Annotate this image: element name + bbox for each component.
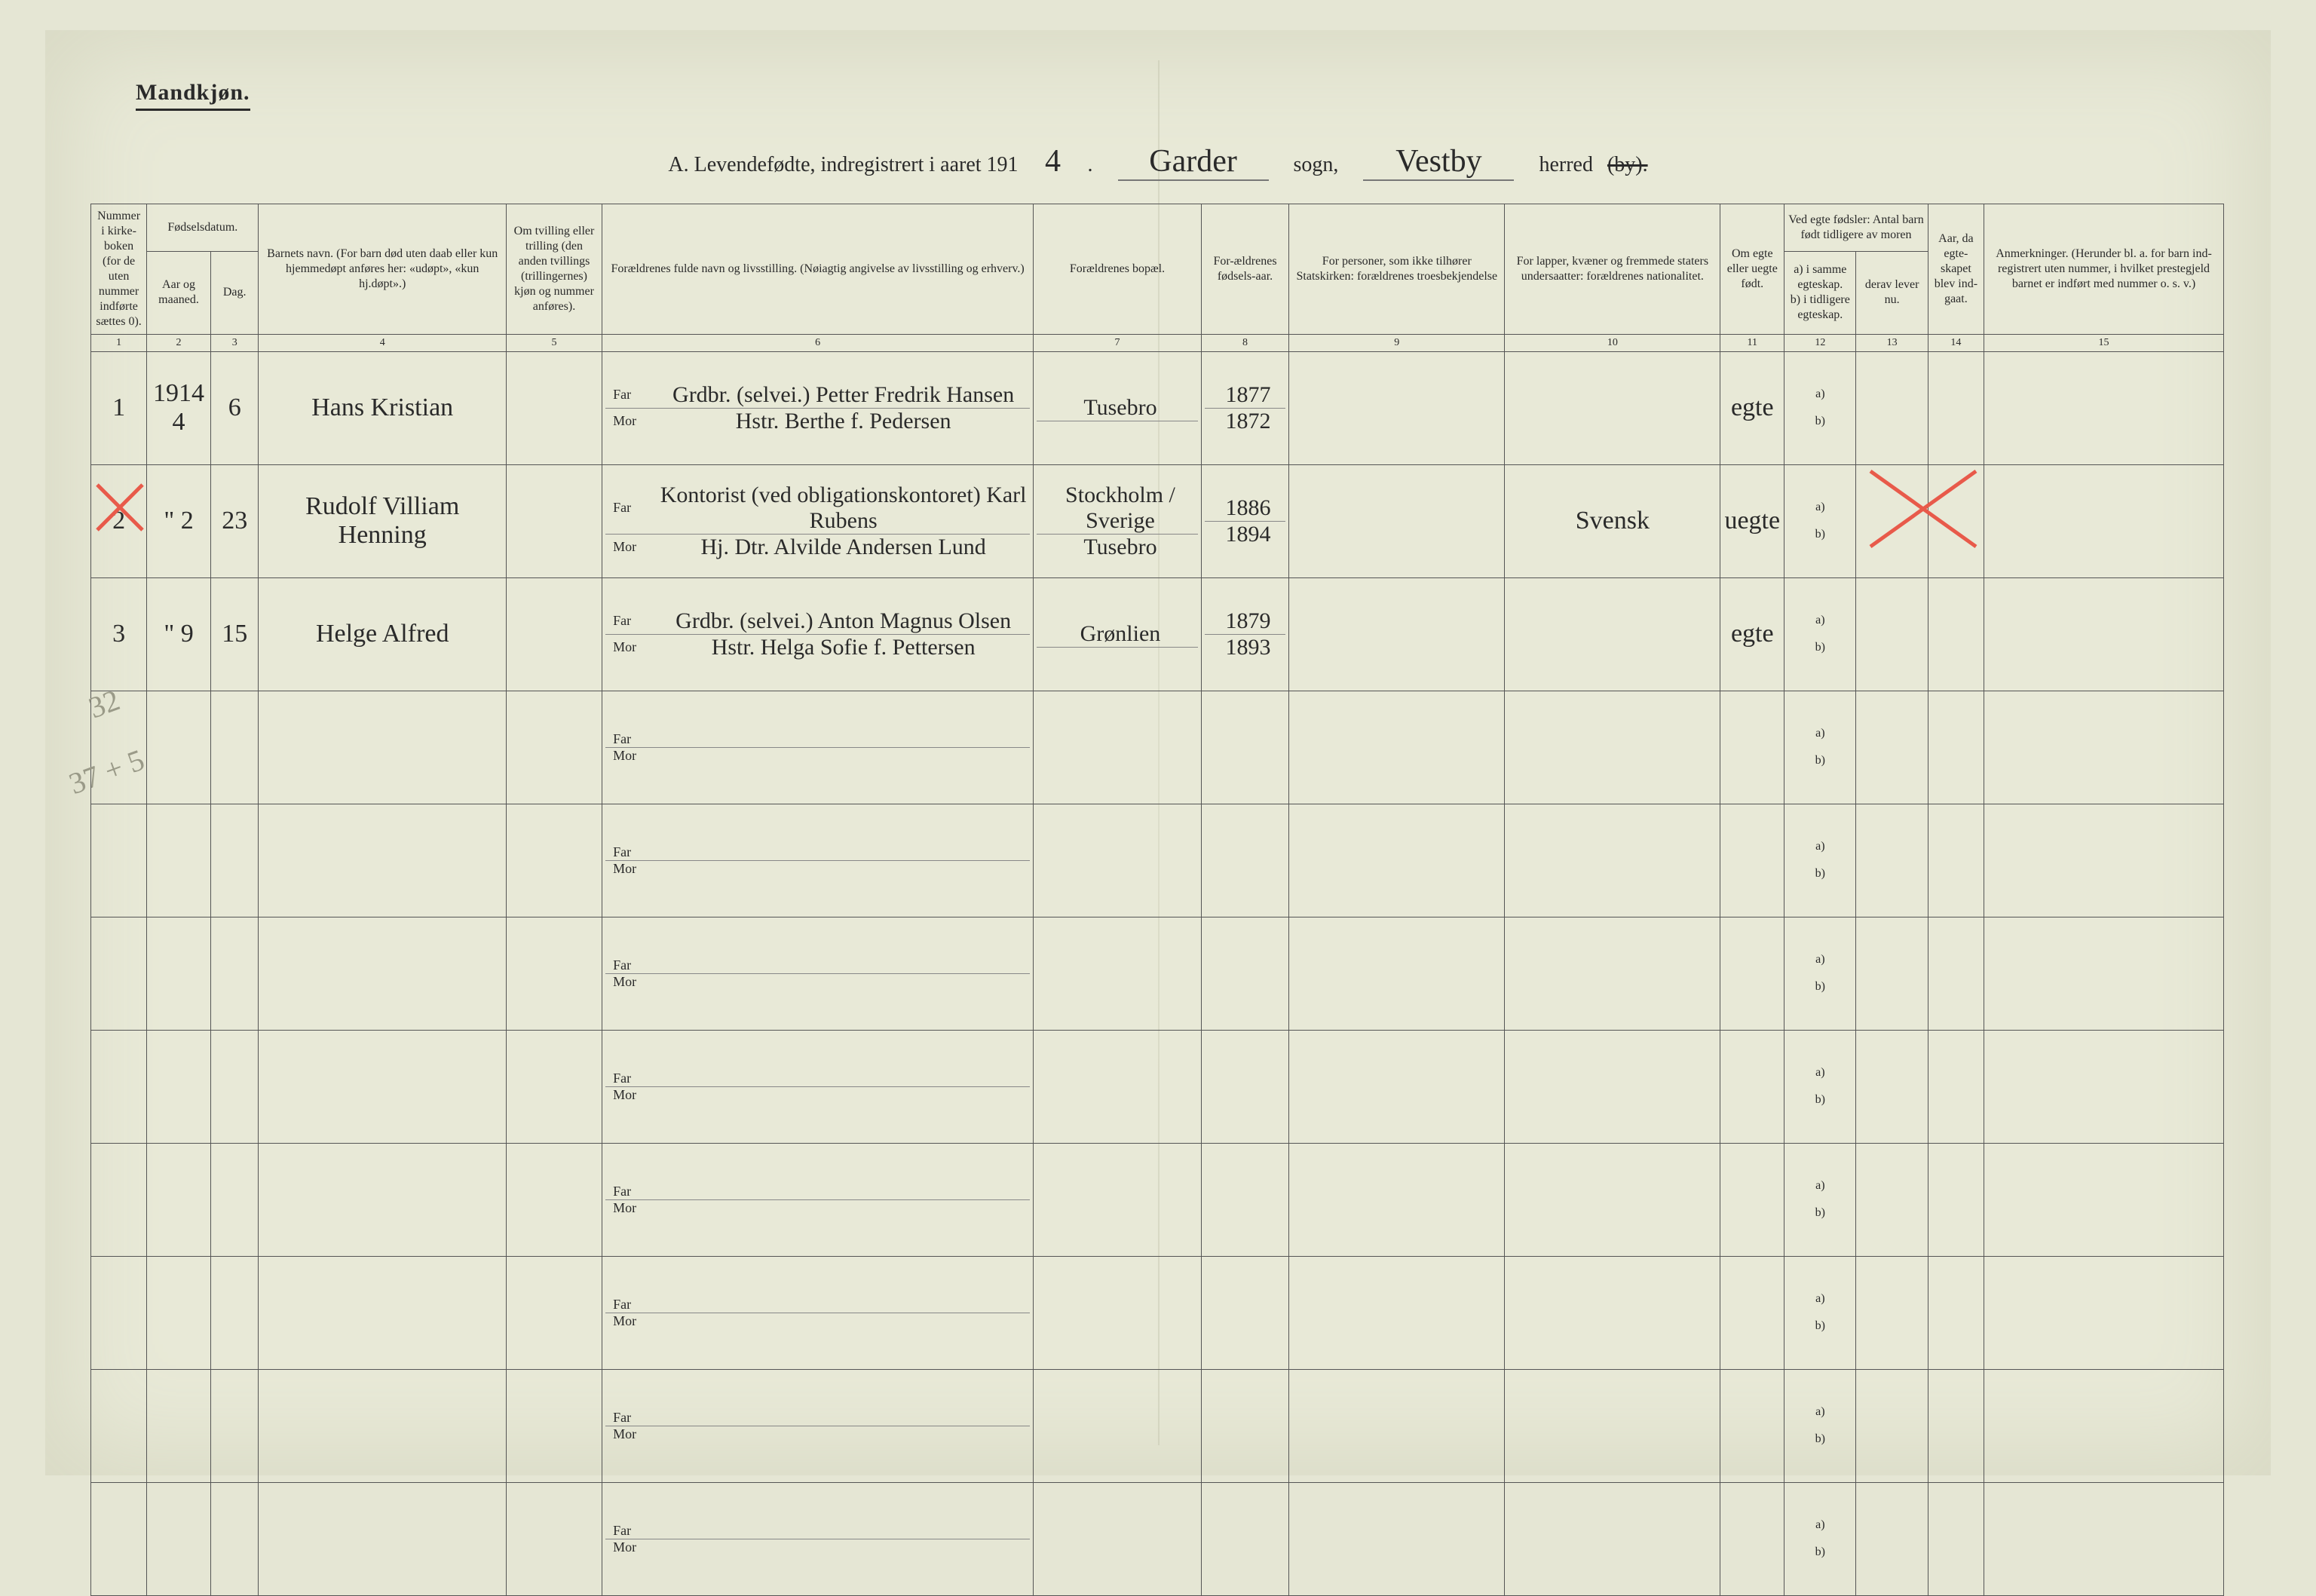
col-7-header: Forældrenes bopæl. <box>1034 204 1202 335</box>
ab-cell: a)b) <box>1784 691 1856 804</box>
parents-cell: FarGrdbr. (selvei.) Petter Fredrik Hanse… <box>602 351 1034 464</box>
table-row: FarMor a)b) <box>91 917 2224 1030</box>
column-number: 2 <box>147 335 211 352</box>
table-row: 11914 46Hans KristianFarGrdbr. (selvei.)… <box>91 351 2224 464</box>
parents-cell: FarMor <box>602 1143 1034 1256</box>
col-1-header: Nummer i kirke-boken (for de uten nummer… <box>91 204 147 335</box>
col-11-header: Om egte eller uegte født. <box>1720 204 1784 335</box>
col-datum-header: Fødselsdatum. <box>147 204 259 252</box>
column-number: 4 <box>259 335 506 352</box>
col-2-header: Aar og maaned. <box>147 251 211 334</box>
ab-cell: a)b) <box>1784 1143 1856 1256</box>
col-8-header: For-ældrenes fødsels-aar. <box>1201 204 1289 335</box>
column-number: 10 <box>1505 335 1720 352</box>
column-number: 5 <box>506 335 602 352</box>
document-page: Mandkjøn. A. Levendefødte, indregistrert… <box>45 30 2271 1475</box>
column-number: 15 <box>1984 335 2223 352</box>
column-number: 13 <box>1856 335 1928 352</box>
col-4-header: Barnets navn. (For barn død uten daab el… <box>259 204 506 335</box>
herred-label: herred <box>1539 153 1593 176</box>
col-14-header: Aar, da egte-skapet blev ind-gaat. <box>1928 204 1984 335</box>
table-row: FarMor a)b) <box>91 1143 2224 1256</box>
ab-cell: a)b) <box>1784 804 1856 917</box>
col-12-group-header: Ved egte fødsler: Antal barn født tidlig… <box>1784 204 1928 252</box>
column-number: 11 <box>1720 335 1784 352</box>
table-header: Nummer i kirke-boken (for de uten nummer… <box>91 204 2224 352</box>
parish-name: Garder <box>1118 143 1269 181</box>
title-line: A. Levendefødte, indregistrert i aaret 1… <box>45 143 2271 181</box>
sogn-label: sogn, <box>1294 153 1339 176</box>
ab-cell: a)b) <box>1784 1256 1856 1369</box>
title-prefix: A. Levendefødte, indregistrert i aaret 1… <box>668 153 1018 176</box>
col-10-header: For lapper, kvæner og fremmede staters u… <box>1505 204 1720 335</box>
col-13-header: derav lever nu. <box>1856 251 1928 334</box>
table-row: FarMor a)b) <box>91 691 2224 804</box>
district-name: Vestby <box>1363 143 1514 181</box>
col-15-header: Anmerkninger. (Herunder bl. a. for barn … <box>1984 204 2223 335</box>
title-year-digit: 4 <box>1038 143 1068 179</box>
col-3-header: Dag. <box>210 251 259 334</box>
table-row: FarMor a)b) <box>91 804 2224 917</box>
column-numbers-row: 123456789101112131415 <box>91 335 2224 352</box>
parents-cell: FarGrdbr. (selvei.) Anton Magnus OlsenMo… <box>602 577 1034 691</box>
ab-cell: a)b) <box>1784 464 1856 577</box>
struck-text: (by). <box>1607 153 1648 176</box>
ab-cell: a)b) <box>1784 1030 1856 1143</box>
ab-cell: a)b) <box>1784 1369 1856 1482</box>
column-number: 1 <box>91 335 147 352</box>
column-number: 14 <box>1928 335 1984 352</box>
column-number: 3 <box>210 335 259 352</box>
column-number: 6 <box>602 335 1034 352</box>
parents-cell: FarMor <box>602 1030 1034 1143</box>
parents-cell: FarKontorist (ved obligationskontoret) K… <box>602 464 1034 577</box>
column-number: 12 <box>1784 335 1856 352</box>
ab-cell: a)b) <box>1784 351 1856 464</box>
ab-cell: a)b) <box>1784 1482 1856 1595</box>
register-table: Nummer i kirke-boken (for de uten nummer… <box>90 204 2224 1596</box>
table-row: 3" 915Helge AlfredFarGrdbr. (selvei.) An… <box>91 577 2224 691</box>
table-row: FarMor a)b) <box>91 1256 2224 1369</box>
parents-cell: FarMor <box>602 1482 1034 1595</box>
ab-cell: a)b) <box>1784 917 1856 1030</box>
parents-cell: FarMor <box>602 917 1034 1030</box>
column-number: 9 <box>1289 335 1505 352</box>
table-row: FarMor a)b) <box>91 1369 2224 1482</box>
col-5-header: Om tvilling eller trilling (den anden tv… <box>506 204 602 335</box>
table-row: FarMor a)b) <box>91 1030 2224 1143</box>
parents-cell: FarMor <box>602 1369 1034 1482</box>
parents-cell: FarMor <box>602 691 1034 804</box>
gender-heading: Mandkjøn. <box>136 80 250 111</box>
parents-cell: FarMor <box>602 804 1034 917</box>
col-12-header: a) i samme egteskap. b) i tidligere egte… <box>1784 251 1856 334</box>
ab-cell: a)b) <box>1784 577 1856 691</box>
red-x-mark <box>93 481 146 534</box>
red-x-mark <box>1867 467 1980 550</box>
parents-cell: FarMor <box>602 1256 1034 1369</box>
column-number: 8 <box>1201 335 1289 352</box>
col-9-header: For personer, som ikke tilhører Statskir… <box>1289 204 1505 335</box>
col-6-header: Forældrenes fulde navn og livsstilling. … <box>602 204 1034 335</box>
table-row: FarMor a)b) <box>91 1482 2224 1595</box>
column-number: 7 <box>1034 335 1202 352</box>
